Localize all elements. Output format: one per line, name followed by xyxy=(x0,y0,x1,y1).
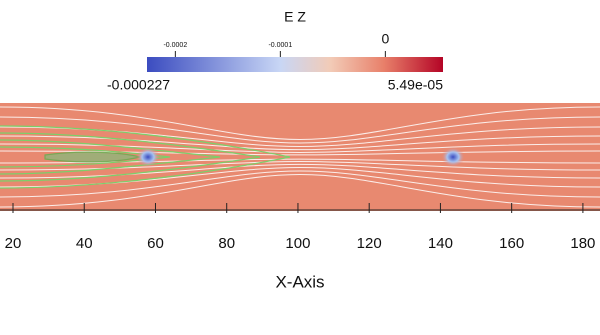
colorbar-tick-label: -0.0002 xyxy=(163,42,187,49)
contours xyxy=(0,125,291,189)
x-tick-label: 60 xyxy=(147,235,164,252)
x-tick-label: 80 xyxy=(218,235,235,252)
x-tick-label: 160 xyxy=(499,235,524,252)
x-tick-label: 120 xyxy=(357,235,382,252)
streamline xyxy=(0,116,600,144)
x-tick-label: 20 xyxy=(5,235,22,252)
streamline xyxy=(0,170,600,198)
streamline xyxy=(0,173,600,208)
x-tick-label: 140 xyxy=(428,235,453,252)
colorbar-title: E Z xyxy=(284,9,306,25)
colorbar-tick-label: 0 xyxy=(381,31,389,47)
x-axis-title: X-Axis xyxy=(275,272,324,291)
colorbar-tick-label: -0.0001 xyxy=(268,42,292,49)
field-minimum xyxy=(441,147,465,167)
x-tick-label: 180 xyxy=(570,235,595,252)
field-minimum xyxy=(136,147,160,167)
colorbar xyxy=(147,57,443,72)
x-tick-label: 40 xyxy=(76,235,93,252)
colorbar-max-label: 5.49e-05 xyxy=(388,77,443,93)
streamline xyxy=(0,106,600,141)
streamline xyxy=(0,143,600,153)
colorbar-min-label: -0.000227 xyxy=(107,77,170,93)
streamline xyxy=(0,161,600,171)
x-tick-label: 100 xyxy=(285,235,310,252)
